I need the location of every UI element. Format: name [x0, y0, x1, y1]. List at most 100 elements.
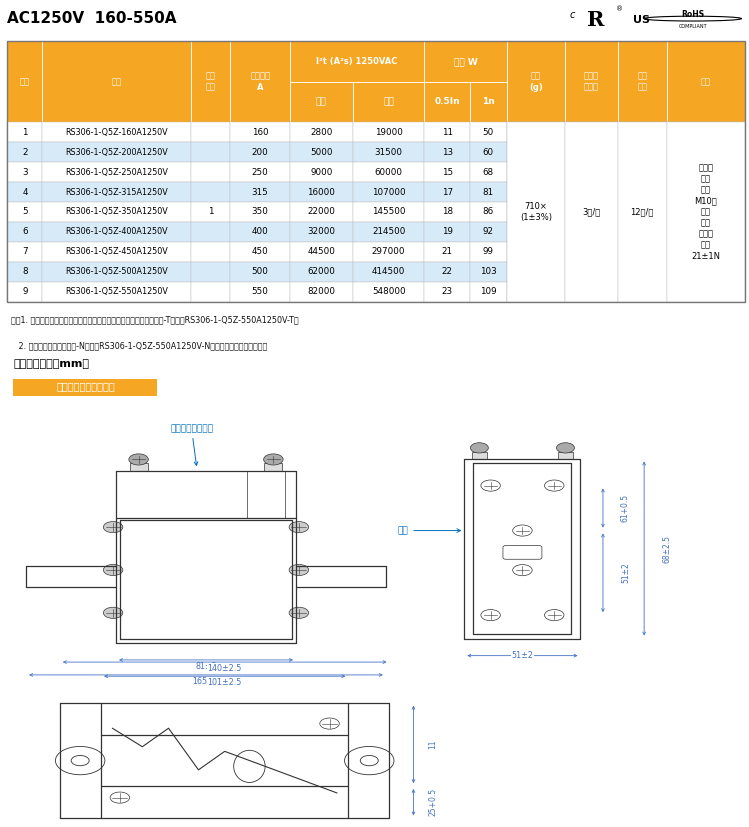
- Bar: [353, 142, 425, 162]
- Bar: [470, 142, 506, 162]
- Bar: [353, 162, 425, 182]
- Bar: [425, 262, 470, 282]
- Text: 弧前: 弧前: [316, 98, 327, 107]
- Bar: [667, 282, 745, 302]
- Text: 51±2: 51±2: [512, 651, 533, 660]
- Bar: [353, 122, 425, 142]
- Text: 基座（可加开关）: 基座（可加开关）: [170, 424, 213, 466]
- Bar: [618, 122, 667, 142]
- Bar: [231, 182, 290, 202]
- Bar: [191, 41, 231, 122]
- Bar: [7, 41, 43, 122]
- Bar: [264, 463, 282, 471]
- Text: 9: 9: [22, 287, 28, 296]
- Text: 0.5In: 0.5In: [434, 98, 460, 107]
- Bar: [353, 41, 425, 82]
- Text: 2800: 2800: [310, 127, 333, 136]
- Text: 109: 109: [480, 287, 497, 296]
- Bar: [506, 122, 565, 142]
- Text: RS306-1-Q5Z-160A1250V: RS306-1-Q5Z-160A1250V: [65, 127, 168, 136]
- Bar: [667, 82, 745, 122]
- Bar: [290, 242, 353, 262]
- Text: 3: 3: [22, 168, 28, 176]
- Text: 51±2: 51±2: [621, 562, 630, 583]
- Bar: [425, 162, 470, 182]
- Bar: [565, 262, 618, 282]
- Text: 1n: 1n: [482, 98, 494, 107]
- Bar: [425, 41, 470, 82]
- Text: 型号: 型号: [112, 77, 122, 86]
- Bar: [43, 182, 191, 202]
- Text: RS306-1-Q5Z-500A1250V: RS306-1-Q5Z-500A1250V: [65, 267, 168, 276]
- Bar: [565, 82, 618, 122]
- Bar: [565, 222, 618, 242]
- Text: 7: 7: [22, 247, 28, 256]
- Text: 22: 22: [442, 267, 452, 276]
- Bar: [353, 282, 425, 302]
- Bar: [667, 262, 745, 282]
- Text: 101±2.5: 101±2.5: [207, 677, 242, 686]
- Bar: [43, 41, 191, 122]
- Text: 3只/盒: 3只/盒: [582, 208, 601, 217]
- Bar: [290, 41, 353, 82]
- Bar: [506, 122, 565, 302]
- Text: 107000: 107000: [372, 188, 405, 197]
- Bar: [425, 242, 470, 262]
- Bar: [425, 282, 470, 302]
- Bar: [425, 222, 470, 242]
- Bar: [7, 162, 43, 182]
- Bar: [565, 202, 618, 222]
- Bar: [353, 222, 425, 242]
- Text: AC1250V  160-550A: AC1250V 160-550A: [7, 11, 177, 26]
- Circle shape: [103, 607, 123, 619]
- Bar: [506, 242, 565, 262]
- Bar: [7, 182, 43, 202]
- Bar: [470, 202, 506, 222]
- Bar: [353, 262, 425, 282]
- Bar: [231, 222, 290, 242]
- Text: 99: 99: [483, 247, 494, 256]
- Bar: [667, 142, 745, 162]
- Bar: [425, 142, 470, 162]
- Circle shape: [129, 454, 148, 465]
- Text: 61+0.5: 61+0.5: [621, 494, 630, 522]
- Circle shape: [557, 442, 574, 453]
- Bar: [618, 222, 667, 242]
- Bar: [618, 282, 667, 302]
- Text: 500: 500: [252, 267, 269, 276]
- Bar: [231, 41, 290, 82]
- Text: 350: 350: [252, 208, 269, 217]
- Text: 92: 92: [483, 227, 494, 237]
- Text: 103: 103: [480, 267, 497, 276]
- Text: 21: 21: [442, 247, 452, 256]
- Bar: [191, 142, 231, 162]
- Bar: [618, 41, 667, 122]
- Bar: [470, 222, 506, 242]
- Bar: [425, 122, 470, 142]
- Bar: [231, 82, 290, 122]
- Bar: [667, 162, 745, 182]
- Text: RS306-1-Q5Z-315A1250V: RS306-1-Q5Z-315A1250V: [65, 188, 168, 197]
- Bar: [231, 142, 290, 162]
- Bar: [7, 41, 43, 82]
- Bar: [191, 82, 231, 122]
- Text: 86: 86: [482, 208, 494, 217]
- Text: 145500: 145500: [372, 208, 405, 217]
- Bar: [43, 41, 191, 82]
- Bar: [7, 82, 43, 122]
- Bar: [43, 262, 191, 282]
- Text: 19: 19: [442, 227, 452, 237]
- Text: 1: 1: [208, 208, 213, 217]
- Bar: [667, 122, 745, 302]
- Text: 60: 60: [482, 147, 494, 156]
- Bar: [470, 122, 506, 142]
- Bar: [231, 162, 290, 182]
- Text: 2. 如无需指示，型号后加-N，例：RS306-1-Q5Z-550A1250V-N（无可视指示器与基座）；: 2. 如无需指示，型号后加-N，例：RS306-1-Q5Z-550A1250V-…: [11, 342, 267, 351]
- Text: 5000: 5000: [310, 147, 333, 156]
- Text: 2: 2: [22, 147, 28, 156]
- Bar: [618, 162, 667, 182]
- Text: RS306-1-Q5Z-250A1250V: RS306-1-Q5Z-250A1250V: [65, 168, 169, 176]
- Bar: [618, 202, 667, 222]
- Bar: [7, 142, 43, 162]
- Bar: [470, 41, 506, 82]
